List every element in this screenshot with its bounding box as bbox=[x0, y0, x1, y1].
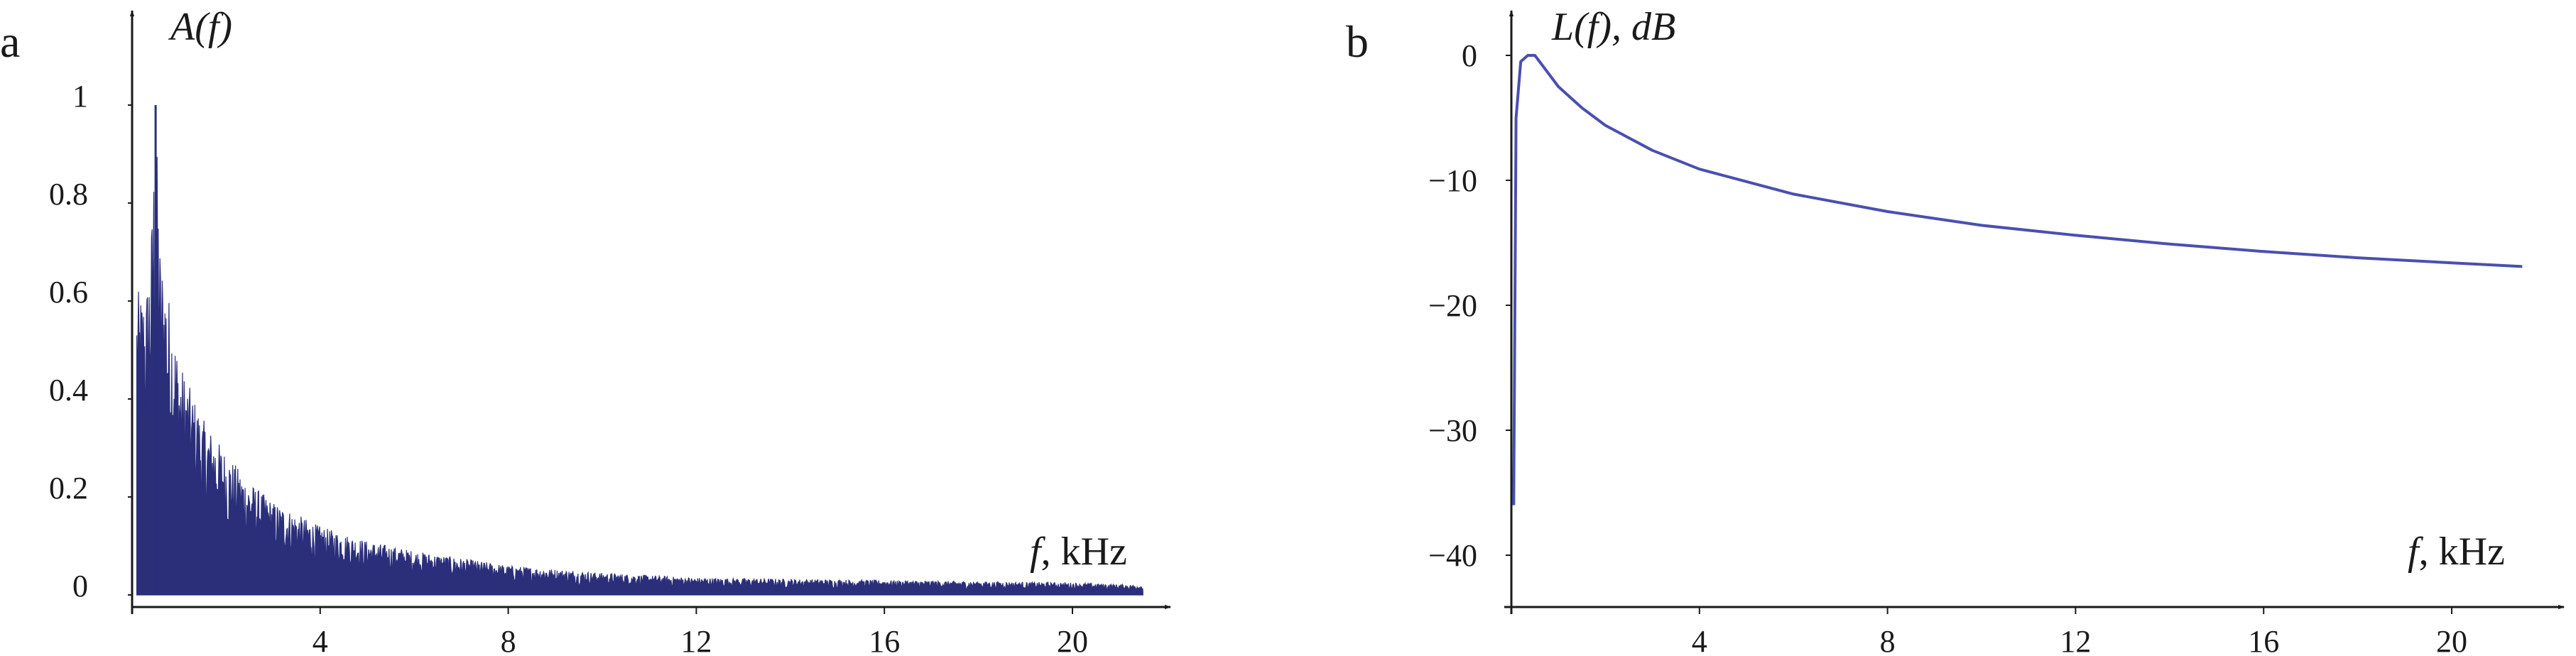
panel-b-x-ticks: 4 8 12 16 20 bbox=[1692, 607, 2467, 656]
panel-a-x-ticks: 4 8 12 16 20 bbox=[313, 607, 1088, 656]
panel-a-x-title: f, kHz bbox=[1030, 530, 1127, 574]
panel-b-y-ticks: 0 −10 −20 −30 −40 bbox=[1428, 38, 1511, 573]
panel-b-x-tick-label: 12 bbox=[2060, 624, 2091, 656]
panel-a-spectrum-path bbox=[136, 156, 1143, 596]
panel-b-x-tick-label: 16 bbox=[2248, 624, 2279, 656]
panel-a-x-title-unit: , kHz bbox=[1041, 530, 1127, 574]
panel-a-y-tick-label: 0 bbox=[72, 569, 88, 603]
panel-a-letter: a bbox=[0, 16, 20, 67]
panel-a-y-tick-label: 0.2 bbox=[49, 471, 88, 505]
panel-b-y-tick-label: −40 bbox=[1428, 538, 1477, 573]
panel-a-amplitude-spectrum: a 0 0.2 0.4 0.6 0.8 1 4 8 12 16 20 A(f) f, kHz bbox=[0, 5, 1171, 656]
panel-b-x-tick-label: 20 bbox=[2436, 624, 2467, 656]
panel-b-y-tick-label: 0 bbox=[1462, 38, 1477, 73]
panel-b-x-title-unit: , kHz bbox=[2419, 530, 2505, 574]
panel-b-level-response: b 0 −10 −20 −30 −40 4 8 12 16 20 L(f), dB f, kHz bbox=[1346, 5, 2565, 656]
panel-b-y-tick-label: −10 bbox=[1428, 163, 1477, 198]
panel-b-x-tick-label: 8 bbox=[1880, 624, 1896, 656]
panel-a-y-tick-label: 0.4 bbox=[49, 373, 88, 408]
panel-b-letter: b bbox=[1346, 16, 1369, 67]
panel-a-y-title: A(f) bbox=[168, 5, 232, 49]
panel-a-x-tick-label: 8 bbox=[501, 624, 516, 656]
panel-b-series bbox=[1512, 54, 2523, 505]
panel-b-x-title: f, kHz bbox=[2408, 530, 2505, 574]
panel-a-x-tick-label: 12 bbox=[680, 624, 712, 656]
panel-a-y-tick-label: 0.6 bbox=[49, 275, 88, 310]
panel-a-x-tick-label: 20 bbox=[1057, 624, 1088, 656]
panel-b-y-tick-label: −20 bbox=[1428, 288, 1477, 323]
panel-a-y-tick-label: 1 bbox=[72, 79, 88, 114]
panel-a-y-ticks: 0 0.2 0.4 0.6 0.8 1 bbox=[49, 79, 132, 603]
panel-a-x-tick-label: 4 bbox=[313, 624, 328, 656]
panel-a-y-tick-label: 0.8 bbox=[49, 177, 88, 212]
panel-b-axes bbox=[1504, 10, 2565, 614]
panel-a-x-tick-label: 16 bbox=[869, 624, 900, 656]
panel-b-series-line bbox=[1512, 54, 2523, 505]
panel-a-spectrum-area bbox=[136, 105, 1143, 596]
panel-b-y-title: L(f), dB bbox=[1551, 5, 1675, 49]
panel-a-axes bbox=[129, 10, 1171, 614]
panel-b-y-tick-label: −30 bbox=[1428, 413, 1477, 448]
panel-b-x-tick-label: 4 bbox=[1692, 624, 1707, 656]
